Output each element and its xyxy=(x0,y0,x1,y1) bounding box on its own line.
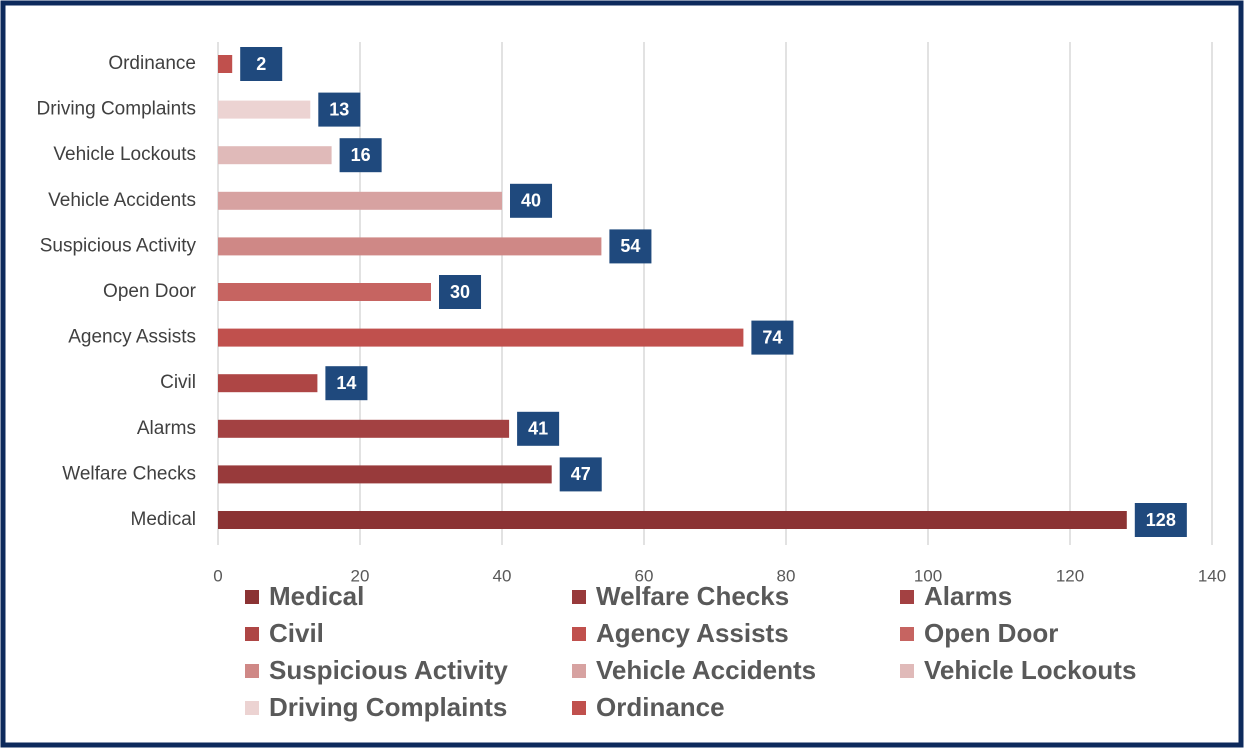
y-tick-label: Welfare Checks xyxy=(62,463,196,484)
bar xyxy=(218,374,318,393)
x-tick-label: 40 xyxy=(493,566,512,585)
legend-swatch xyxy=(572,701,586,715)
y-tick-label: Medical xyxy=(131,509,196,530)
x-tick-label: 80 xyxy=(777,566,796,585)
data-label-box xyxy=(751,320,794,355)
data-label-box xyxy=(339,138,382,173)
data-label: 47 xyxy=(571,464,591,484)
data-label: 54 xyxy=(620,236,640,256)
bar xyxy=(218,328,744,347)
legend-swatch xyxy=(245,627,259,641)
bar xyxy=(218,191,502,210)
legend-label: Agency Assists xyxy=(596,618,789,648)
y-tick-label: Vehicle Lockouts xyxy=(53,144,196,165)
x-tick-label: 140 xyxy=(1198,566,1226,585)
legend-swatch xyxy=(572,664,586,678)
legend-label: Driving Complaints xyxy=(269,692,507,722)
legend-swatch xyxy=(572,627,586,641)
bar xyxy=(218,55,233,73)
bar xyxy=(218,100,311,119)
x-tick-label: 0 xyxy=(213,566,222,585)
y-tick-label: Agency Assists xyxy=(68,327,196,348)
legend-swatch xyxy=(245,664,259,678)
data-label-box xyxy=(559,457,602,492)
legend-label: Civil xyxy=(269,618,324,648)
data-label-box xyxy=(439,275,482,309)
legend-label: Vehicle Lockouts xyxy=(924,655,1136,685)
bar xyxy=(218,283,431,301)
data-label-box xyxy=(240,47,283,81)
bar xyxy=(218,465,552,484)
data-label-box xyxy=(318,92,361,127)
legend-label: Medical xyxy=(269,581,364,611)
x-tick-label: 20 xyxy=(351,566,370,585)
x-tick-label: 60 xyxy=(635,566,654,585)
legend-swatch xyxy=(900,627,914,641)
data-label-box xyxy=(325,366,368,401)
legend-swatch xyxy=(900,664,914,678)
legend-label: Ordinance xyxy=(596,692,725,722)
data-label: 2 xyxy=(256,54,266,74)
bar xyxy=(218,237,602,256)
data-label: 13 xyxy=(329,99,349,119)
data-label: 40 xyxy=(521,191,541,211)
data-label-box xyxy=(510,183,553,218)
data-label-box xyxy=(517,411,560,446)
x-tick-label: 120 xyxy=(1056,566,1084,585)
legend-swatch xyxy=(900,590,914,604)
legend-swatch xyxy=(245,590,259,604)
data-label-box xyxy=(1134,503,1187,537)
x-tick-label: 100 xyxy=(914,566,942,585)
legend-swatch xyxy=(245,701,259,715)
y-tick-label: Suspicious Activity xyxy=(40,235,197,256)
bar xyxy=(218,146,332,165)
bar xyxy=(218,511,1127,529)
data-label: 74 xyxy=(762,327,782,347)
legend-label: Open Door xyxy=(924,618,1058,648)
y-tick-label: Open Door xyxy=(103,281,197,302)
data-label: 41 xyxy=(528,419,548,439)
data-label-box xyxy=(609,229,652,264)
legend-label: Vehicle Accidents xyxy=(596,655,816,685)
legend-label: Welfare Checks xyxy=(596,581,789,611)
legend-label: Suspicious Activity xyxy=(269,655,508,685)
data-label: 128 xyxy=(1146,510,1176,530)
y-tick-label: Ordinance xyxy=(108,53,196,74)
data-label: 30 xyxy=(450,282,470,302)
y-tick-label: Alarms xyxy=(137,418,196,439)
data-label: 16 xyxy=(351,145,371,165)
legend-swatch xyxy=(572,590,586,604)
bar xyxy=(218,419,510,438)
y-tick-label: Vehicle Accidents xyxy=(48,190,196,211)
data-label: 14 xyxy=(336,373,356,393)
y-tick-label: Civil xyxy=(160,372,196,393)
legend-label: Alarms xyxy=(924,581,1012,611)
y-tick-label: Driving Complaints xyxy=(37,99,196,120)
